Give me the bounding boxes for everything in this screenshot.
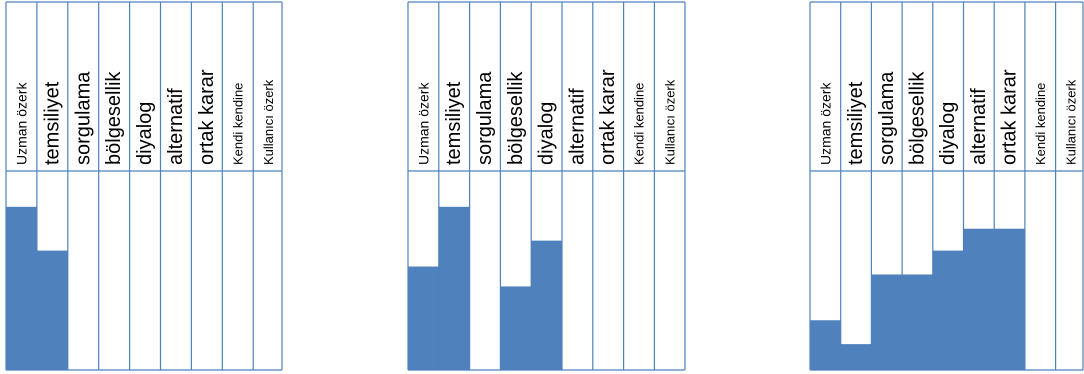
- bar-3-6: [963, 228, 995, 370]
- category-label: Uzman özerk: [415, 82, 431, 165]
- category-label: diyalog: [134, 102, 156, 165]
- category-label: Kendi kendine: [632, 83, 647, 165]
- category-label: Kendi kendine: [230, 83, 245, 165]
- bar-2-5: [531, 240, 562, 370]
- bar-1-2: [36, 250, 68, 370]
- bar-3-2: [840, 344, 872, 370]
- category-label: alternatif: [968, 88, 990, 165]
- category-label: alternatif: [566, 88, 588, 165]
- category-label: sorgulama: [72, 71, 94, 165]
- bar-3-7: [994, 228, 1025, 370]
- category-label: ortak karar: [597, 69, 619, 165]
- category-label: ortak karar: [999, 69, 1021, 165]
- chart-panel-2: Uzman özerk temsiliyet sorgulama bölgeselli…: [407, 1, 686, 371]
- bar-2-1: [408, 266, 439, 370]
- category-label: Uzman özerk: [817, 82, 833, 165]
- bar-3-3: [871, 274, 903, 370]
- category-label: ortak karar: [196, 69, 218, 165]
- category-label: Uzman özerk: [13, 82, 29, 165]
- category-label: temsiliyet: [443, 81, 465, 165]
- bar-1-1: [6, 206, 37, 370]
- category-label: sorgulama: [876, 71, 898, 165]
- category-label: Kullanıcı özerk: [261, 79, 276, 165]
- category-label: temsiliyet: [41, 81, 63, 165]
- bar-3-5: [932, 250, 964, 370]
- category-label: Kendi kendine: [1033, 83, 1048, 165]
- category-label: bölgesellik: [505, 71, 527, 165]
- category-label: Kullanıcı özerk: [662, 79, 677, 165]
- category-label: temsiliyet: [845, 81, 867, 165]
- bar-3-4: [902, 274, 933, 370]
- category-label: bölgesellik: [906, 71, 928, 165]
- category-label: diyalog: [937, 102, 959, 165]
- category-label: diyalog: [536, 102, 558, 165]
- bar-2-4: [500, 286, 532, 370]
- bar-2-2: [438, 206, 470, 370]
- category-label: bölgesellik: [103, 71, 125, 165]
- category-label: sorgulama: [474, 71, 496, 165]
- bar-3-1: [810, 320, 841, 370]
- chart-panel-3: Uzman özerk temsiliyet sorgulama bölgeselli…: [809, 1, 1084, 371]
- category-label: alternatif: [165, 88, 187, 165]
- chart-panel-1: Uzman özerk temsiliyet sorgulama bölgeselli…: [5, 1, 283, 371]
- category-label: Kullanıcı özerk: [1063, 79, 1078, 165]
